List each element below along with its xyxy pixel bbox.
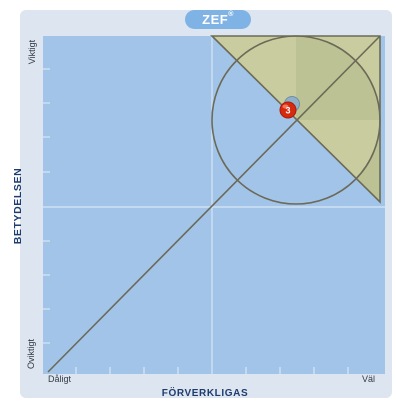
y-axis-ticks [43, 68, 50, 344]
zef-logo-text: ZEF [202, 12, 229, 27]
x-axis-ticks [75, 367, 349, 374]
zef-logo: ZEF® [185, 10, 251, 29]
target-circle [211, 35, 381, 205]
marker-highlight [282, 104, 289, 109]
circle-overlap-region-lower [355, 120, 380, 202]
x-axis-left-label: Dåligt [48, 374, 72, 384]
registered-mark: ® [228, 11, 234, 18]
diagonal-trend-line [47, 35, 381, 373]
marker-label: 3 [285, 106, 290, 116]
x-axis-title: FÖRVERKLIGAS [161, 388, 249, 399]
x-axis-right-label: Väl [362, 374, 376, 384]
y-axis-bottom-label: Oviktigt [26, 339, 36, 370]
y-axis-top-label: Viktigt [27, 39, 37, 65]
y-axis-title: BETYDELSEN [12, 167, 24, 245]
